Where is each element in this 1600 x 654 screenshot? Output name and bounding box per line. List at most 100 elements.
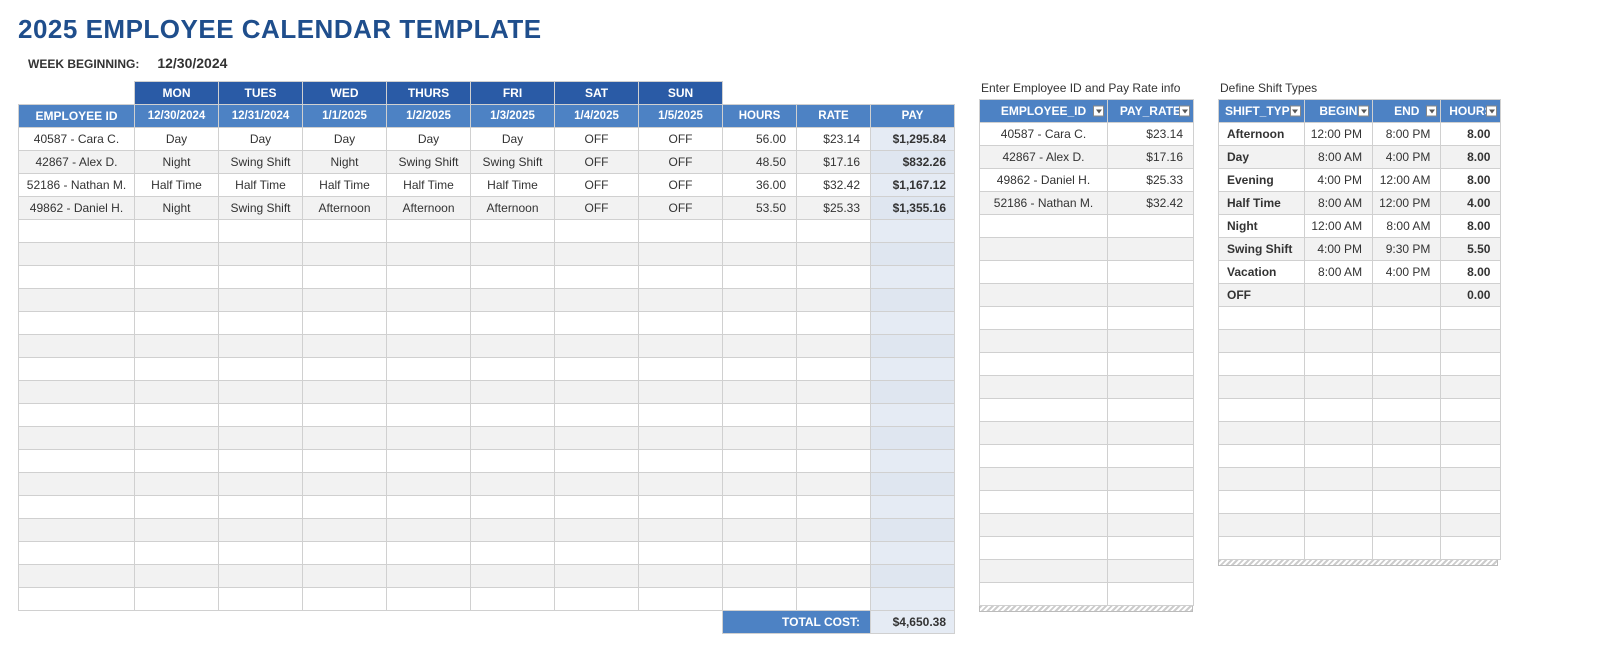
shift-end-cell[interactable]: 4:00 PM xyxy=(1373,146,1441,169)
shift-row[interactable] xyxy=(1219,353,1501,376)
filter-icon[interactable] xyxy=(1486,106,1497,117)
employee-row[interactable] xyxy=(980,238,1194,261)
shift-cell[interactable]: OFF xyxy=(555,151,639,174)
employee-row[interactable] xyxy=(980,399,1194,422)
shift-cell[interactable]: Swing Shift xyxy=(387,151,471,174)
shift-row[interactable]: Afternoon12:00 PM8:00 PM8.00 xyxy=(1219,123,1501,146)
employee-row[interactable]: 52186 - Nathan M.$32.42 xyxy=(980,192,1194,215)
employee-id-header[interactable]: EMPLOYEE ID xyxy=(19,105,135,128)
shift-begin-cell[interactable]: 4:00 PM xyxy=(1304,169,1372,192)
schedule-row[interactable] xyxy=(19,519,955,542)
schedule-row[interactable] xyxy=(19,266,955,289)
shift-cell[interactable]: OFF xyxy=(639,174,723,197)
shift-row[interactable]: Evening4:00 PM12:00 AM8.00 xyxy=(1219,169,1501,192)
employee-row[interactable] xyxy=(980,445,1194,468)
shift-cell[interactable]: Night xyxy=(135,151,219,174)
shift-row[interactable]: OFF0.00 xyxy=(1219,284,1501,307)
shift-row[interactable]: Swing Shift4:00 PM9:30 PM5.50 xyxy=(1219,238,1501,261)
filter-icon[interactable] xyxy=(1290,106,1301,117)
employee-row[interactable] xyxy=(980,560,1194,583)
shift-begin-cell[interactable] xyxy=(1304,284,1372,307)
shift-cell[interactable]: Day xyxy=(471,128,555,151)
schedule-row[interactable] xyxy=(19,243,955,266)
shift-row[interactable] xyxy=(1219,399,1501,422)
shift-cell[interactable]: OFF xyxy=(555,128,639,151)
schedule-row[interactable] xyxy=(19,404,955,427)
shift-type-cell[interactable]: Swing Shift xyxy=(1219,238,1305,261)
shift-cell[interactable]: Afternoon xyxy=(303,197,387,220)
schedule-row[interactable] xyxy=(19,473,955,496)
filter-icon[interactable] xyxy=(1179,106,1190,117)
shift-hours-header[interactable]: HOURS xyxy=(1441,100,1501,123)
shift-type-cell[interactable]: Day xyxy=(1219,146,1305,169)
pay-rate-col-header[interactable]: PAY_RATE xyxy=(1108,100,1194,123)
shift-end-cell[interactable]: 4:00 PM xyxy=(1373,261,1441,284)
employee-row[interactable] xyxy=(980,422,1194,445)
shift-cell[interactable]: Day xyxy=(303,128,387,151)
shift-begin-cell[interactable]: 12:00 AM xyxy=(1304,215,1372,238)
shift-row[interactable] xyxy=(1219,330,1501,353)
employee-row[interactable] xyxy=(980,261,1194,284)
employee-id-cell[interactable]: 40587 - Cara C. xyxy=(980,123,1108,146)
employee-row[interactable] xyxy=(980,307,1194,330)
shift-row[interactable] xyxy=(1219,537,1501,560)
schedule-row[interactable] xyxy=(19,427,955,450)
schedule-row[interactable] xyxy=(19,381,955,404)
shift-cell[interactable]: Half Time xyxy=(303,174,387,197)
schedule-row[interactable] xyxy=(19,450,955,473)
shift-type-cell[interactable]: Evening xyxy=(1219,169,1305,192)
shift-row[interactable] xyxy=(1219,514,1501,537)
employee-rate-cell[interactable]: $23.14 xyxy=(1108,123,1194,146)
employee-id-col-header[interactable]: EMPLOYEE_ID xyxy=(980,100,1108,123)
shift-cell[interactable]: Swing Shift xyxy=(471,151,555,174)
shift-begin-cell[interactable]: 12:00 PM xyxy=(1304,123,1372,146)
shift-cell[interactable]: OFF xyxy=(555,197,639,220)
shift-row[interactable] xyxy=(1219,376,1501,399)
shift-cell[interactable]: Night xyxy=(135,197,219,220)
schedule-row[interactable]: 49862 - Daniel H.NightSwing ShiftAfterno… xyxy=(19,197,955,220)
employee-row[interactable] xyxy=(980,514,1194,537)
employee-row[interactable]: 42867 - Alex D.$17.16 xyxy=(980,146,1194,169)
shift-begin-cell[interactable]: 8:00 AM xyxy=(1304,261,1372,284)
employee-cell[interactable]: 42867 - Alex D. xyxy=(19,151,135,174)
employee-row[interactable]: 49862 - Daniel H.$25.33 xyxy=(980,169,1194,192)
shift-cell[interactable]: Afternoon xyxy=(471,197,555,220)
shift-end-cell[interactable]: 9:30 PM xyxy=(1373,238,1441,261)
shift-row[interactable] xyxy=(1219,307,1501,330)
shift-cell[interactable]: Half Time xyxy=(387,174,471,197)
shift-cell[interactable]: Day xyxy=(387,128,471,151)
employee-cell[interactable]: 52186 - Nathan M. xyxy=(19,174,135,197)
shift-cell[interactable]: Day xyxy=(219,128,303,151)
shift-cell[interactable]: OFF xyxy=(639,197,723,220)
shift-row[interactable]: Day8:00 AM4:00 PM8.00 xyxy=(1219,146,1501,169)
pay-header[interactable]: PAY xyxy=(871,105,955,128)
shift-end-cell[interactable]: 8:00 AM xyxy=(1373,215,1441,238)
schedule-row[interactable] xyxy=(19,220,955,243)
employee-row[interactable] xyxy=(980,491,1194,514)
rate-header[interactable]: RATE xyxy=(797,105,871,128)
employee-row[interactable] xyxy=(980,353,1194,376)
shift-end-header[interactable]: END xyxy=(1373,100,1441,123)
shift-cell[interactable]: Night xyxy=(303,151,387,174)
shift-cell[interactable]: Half Time xyxy=(219,174,303,197)
employee-row[interactable] xyxy=(980,537,1194,560)
shift-row[interactable]: Night12:00 AM8:00 AM8.00 xyxy=(1219,215,1501,238)
shift-type-cell[interactable]: Half Time xyxy=(1219,192,1305,215)
employee-row[interactable] xyxy=(980,330,1194,353)
employee-row[interactable]: 40587 - Cara C.$23.14 xyxy=(980,123,1194,146)
schedule-row[interactable]: 42867 - Alex D.NightSwing ShiftNightSwin… xyxy=(19,151,955,174)
schedule-row[interactable]: 52186 - Nathan M.Half TimeHalf TimeHalf … xyxy=(19,174,955,197)
shift-row[interactable] xyxy=(1219,445,1501,468)
shift-type-cell[interactable]: Night xyxy=(1219,215,1305,238)
shift-end-cell[interactable]: 12:00 PM xyxy=(1373,192,1441,215)
shift-begin-cell[interactable]: 8:00 AM xyxy=(1304,192,1372,215)
filter-icon[interactable] xyxy=(1358,106,1369,117)
employee-rate-cell[interactable]: $17.16 xyxy=(1108,146,1194,169)
schedule-row[interactable] xyxy=(19,565,955,588)
shift-cell[interactable]: Swing Shift xyxy=(219,151,303,174)
shift-type-cell[interactable]: OFF xyxy=(1219,284,1305,307)
week-beginning-date[interactable]: 12/30/2024 xyxy=(157,55,227,71)
schedule-row[interactable]: 40587 - Cara C.DayDayDayDayDayOFFOFF56.0… xyxy=(19,128,955,151)
shift-row[interactable] xyxy=(1219,491,1501,514)
schedule-row[interactable] xyxy=(19,289,955,312)
